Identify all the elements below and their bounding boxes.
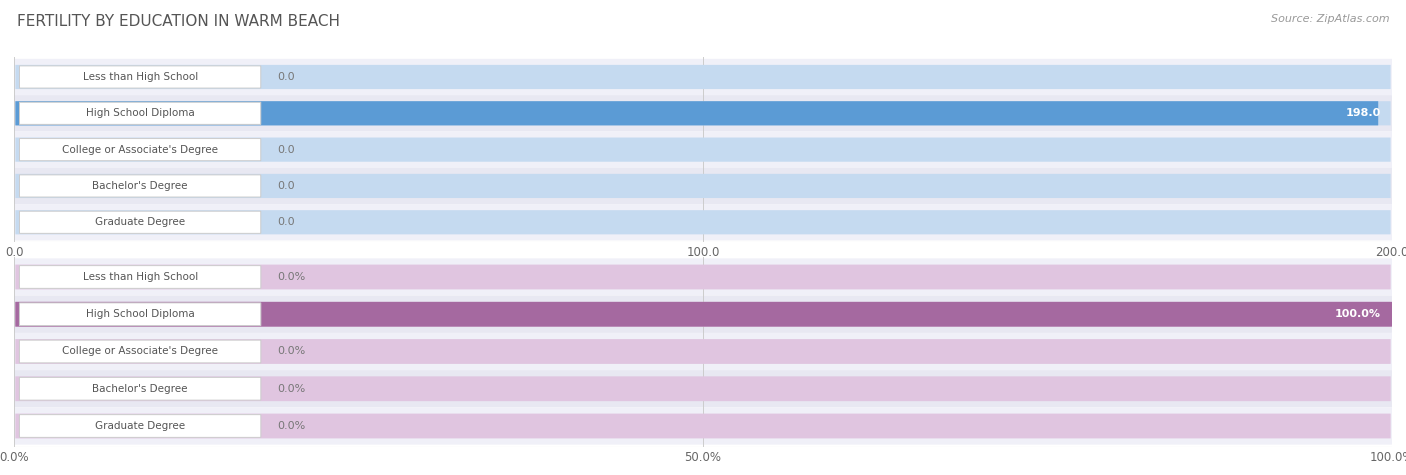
FancyBboxPatch shape [20, 266, 262, 288]
Text: 0.0%: 0.0% [277, 384, 305, 394]
FancyBboxPatch shape [14, 132, 1392, 168]
Text: 100.0%: 100.0% [1334, 309, 1381, 319]
FancyBboxPatch shape [15, 339, 1391, 364]
Text: Source: ZipAtlas.com: Source: ZipAtlas.com [1271, 14, 1389, 24]
FancyBboxPatch shape [15, 302, 1391, 327]
Text: 0.0: 0.0 [277, 181, 295, 191]
FancyBboxPatch shape [14, 59, 1392, 95]
FancyBboxPatch shape [20, 139, 260, 161]
Text: 198.0: 198.0 [1346, 108, 1381, 118]
FancyBboxPatch shape [15, 210, 1391, 234]
FancyBboxPatch shape [15, 174, 1391, 198]
Text: College or Associate's Degree: College or Associate's Degree [62, 346, 218, 357]
FancyBboxPatch shape [15, 101, 1378, 125]
FancyBboxPatch shape [15, 376, 1391, 401]
Text: Graduate Degree: Graduate Degree [96, 217, 186, 227]
FancyBboxPatch shape [14, 258, 1392, 295]
FancyBboxPatch shape [20, 102, 260, 124]
Text: FERTILITY BY EDUCATION IN WARM BEACH: FERTILITY BY EDUCATION IN WARM BEACH [17, 14, 340, 29]
FancyBboxPatch shape [20, 303, 262, 325]
Text: Graduate Degree: Graduate Degree [96, 421, 186, 431]
FancyBboxPatch shape [14, 295, 1392, 333]
Text: Bachelor's Degree: Bachelor's Degree [93, 181, 188, 191]
FancyBboxPatch shape [20, 378, 262, 400]
Text: High School Diploma: High School Diploma [86, 309, 194, 319]
Text: College or Associate's Degree: College or Associate's Degree [62, 144, 218, 155]
Text: 0.0%: 0.0% [277, 421, 305, 431]
Text: 0.0%: 0.0% [277, 272, 305, 282]
Text: 0.0: 0.0 [277, 217, 295, 227]
FancyBboxPatch shape [14, 168, 1392, 204]
Text: 0.0: 0.0 [277, 72, 295, 82]
FancyBboxPatch shape [14, 370, 1392, 408]
Text: 0.0: 0.0 [277, 144, 295, 155]
FancyBboxPatch shape [15, 414, 1391, 438]
FancyBboxPatch shape [20, 415, 262, 437]
FancyBboxPatch shape [14, 204, 1392, 240]
Text: Less than High School: Less than High School [83, 72, 198, 82]
Text: High School Diploma: High School Diploma [86, 108, 194, 118]
FancyBboxPatch shape [14, 408, 1392, 445]
FancyBboxPatch shape [15, 138, 1391, 162]
FancyBboxPatch shape [15, 101, 1391, 125]
FancyBboxPatch shape [20, 340, 262, 363]
Text: 0.0%: 0.0% [277, 346, 305, 357]
Text: Less than High School: Less than High School [83, 272, 198, 282]
FancyBboxPatch shape [15, 65, 1391, 89]
Text: Bachelor's Degree: Bachelor's Degree [93, 384, 188, 394]
FancyBboxPatch shape [20, 66, 260, 88]
FancyBboxPatch shape [20, 211, 260, 233]
FancyBboxPatch shape [20, 175, 260, 197]
FancyBboxPatch shape [15, 302, 1392, 327]
FancyBboxPatch shape [14, 95, 1392, 132]
FancyBboxPatch shape [15, 265, 1391, 289]
FancyBboxPatch shape [14, 333, 1392, 370]
